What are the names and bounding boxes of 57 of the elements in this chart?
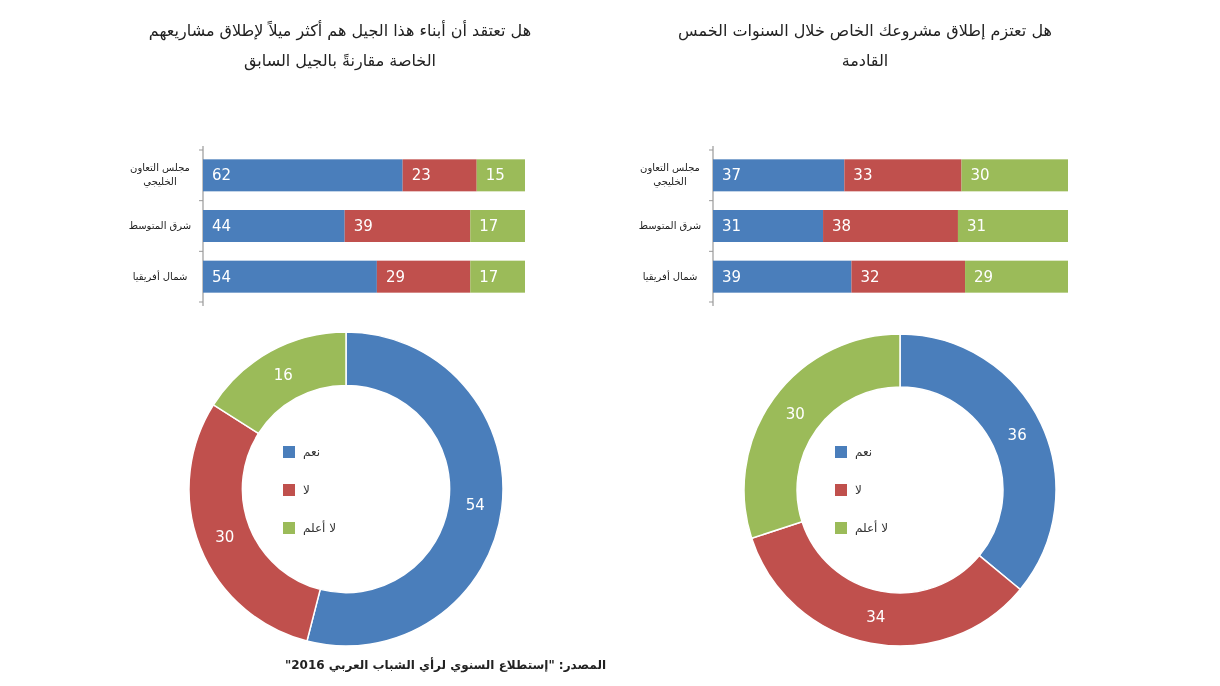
data-label: 15 — [485, 166, 505, 185]
bar — [713, 210, 824, 242]
data-label: 17 — [479, 217, 499, 235]
legend-label: لا أعلم — [855, 520, 889, 535]
bar — [961, 159, 1068, 192]
data-label: 29 — [974, 267, 994, 286]
y-tick-label: شرق المتوسط — [637, 219, 703, 233]
bar — [965, 260, 1068, 293]
data-label: 38 — [832, 217, 852, 235]
text: المصدر: "إستطلاع السنوي لرأي الشباب العربي 2016" — [284, 658, 606, 672]
data-label: 37 — [722, 166, 742, 185]
data-label: 34 — [866, 608, 886, 627]
data-label: 30 — [215, 527, 235, 546]
bar — [402, 159, 477, 192]
bar — [344, 210, 471, 242]
data-label: 39 — [353, 217, 373, 235]
bar — [851, 260, 966, 293]
y-tick-label: شمال أفريقيا — [641, 269, 699, 284]
data-label: 31 — [966, 217, 987, 235]
data-label: 54 — [212, 267, 232, 286]
data-label: 23 — [411, 166, 431, 185]
bar — [376, 260, 471, 293]
bar — [470, 210, 525, 242]
legend-label: نعم — [303, 445, 321, 459]
bar — [713, 159, 845, 192]
data-label: 44 — [212, 217, 232, 235]
legend-label: لا — [303, 483, 310, 497]
bar — [203, 210, 345, 242]
data-label: 54 — [465, 496, 485, 515]
bar — [957, 210, 1068, 242]
data-label: 32 — [860, 267, 880, 286]
data-label: 16 — [273, 365, 293, 384]
bar — [203, 260, 377, 293]
bar — [203, 159, 403, 192]
data-label: 30 — [785, 404, 805, 423]
legend-label: لا أعلم — [303, 520, 337, 535]
legend-label: لا — [855, 483, 862, 497]
bar — [844, 159, 962, 192]
data-label: 31 — [722, 217, 742, 235]
data-label: 30 — [970, 166, 990, 185]
bar — [823, 210, 958, 242]
data-label: 29 — [385, 267, 405, 286]
bar — [713, 260, 852, 293]
y-tick-label: مجلس التعاون الخليجي — [129, 161, 191, 190]
y-tick-label: شرق المتوسط — [127, 219, 193, 233]
bar — [470, 260, 525, 293]
data-label: 39 — [722, 267, 742, 286]
data-label: 36 — [1007, 425, 1027, 444]
chart-title: هل تعتزم إطلاق مشروعك الخاص خلال السنوات الخمس القادمة — [677, 20, 1053, 72]
y-tick-label: شمال أفريقيا — [131, 269, 189, 284]
y-tick-label: مجلس التعاون الخليجي — [639, 161, 701, 190]
data-label: 62 — [212, 166, 232, 185]
data-label: 17 — [479, 267, 499, 286]
data-label: 33 — [853, 166, 873, 185]
bar — [476, 159, 525, 192]
legend-label: نعم — [855, 445, 873, 459]
chart-title: هل تعتقد أن أبناء هذا الجيل هم أكثر ميلاً لإطلاق مشاريعهم الخاصة مقارنةً بالجيل السابق — [147, 19, 533, 73]
